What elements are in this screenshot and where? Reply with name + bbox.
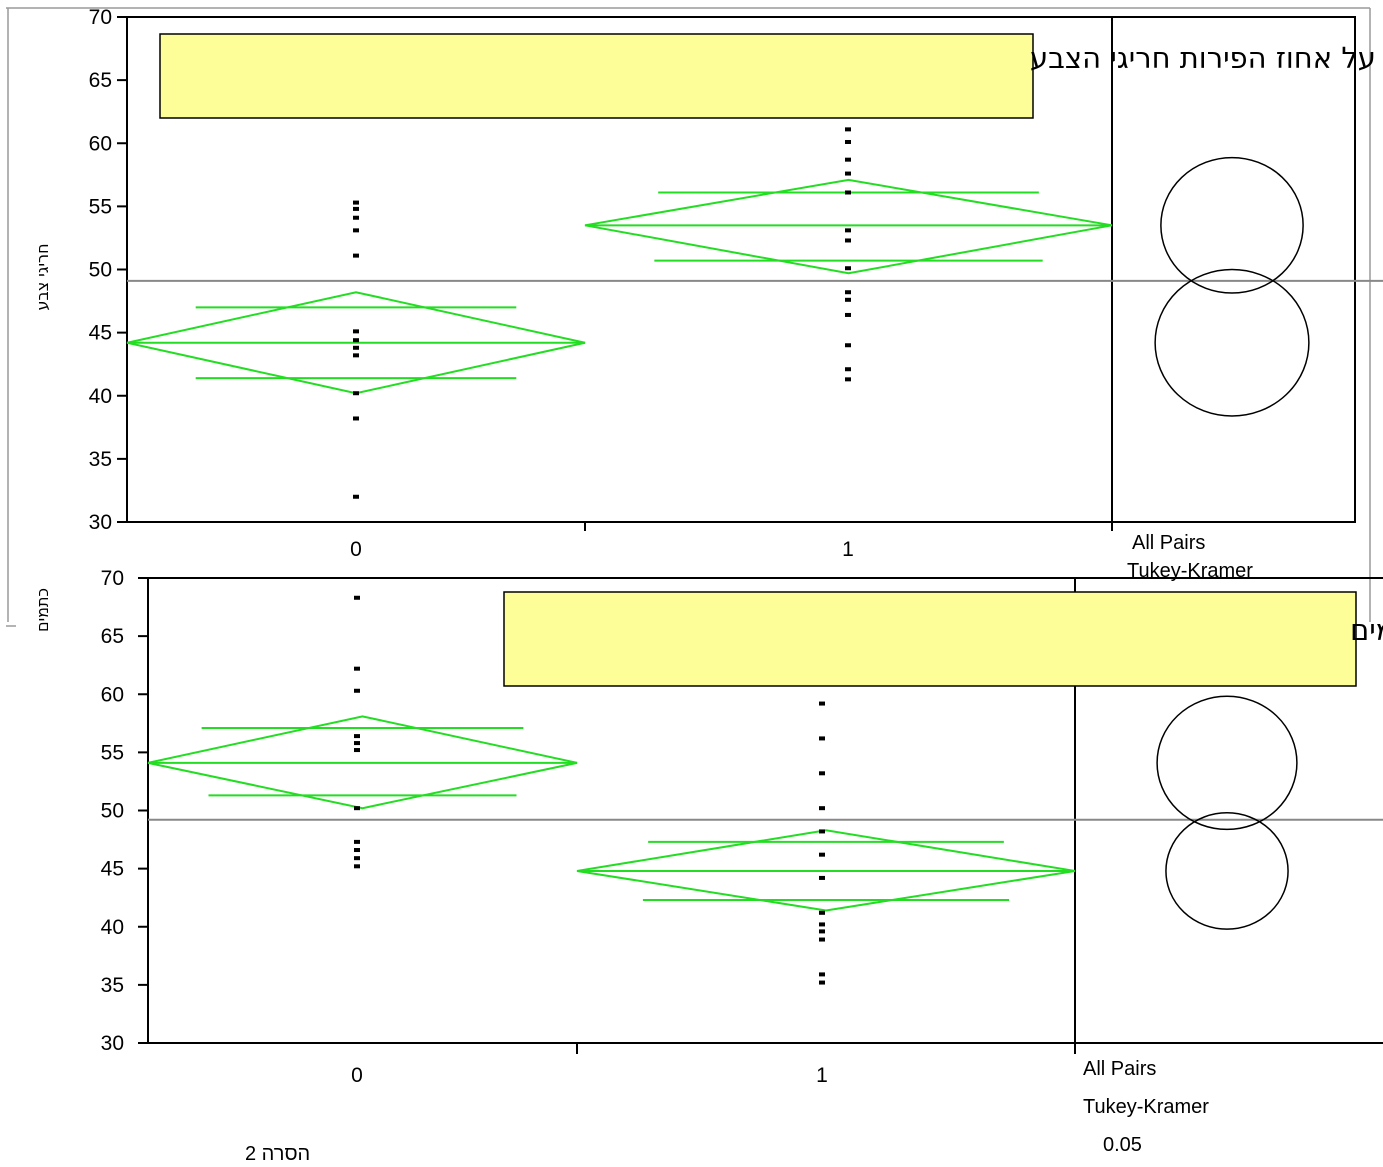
- data-point: [819, 922, 825, 927]
- y-tick-label: 65: [101, 625, 124, 648]
- data-point: [845, 157, 851, 162]
- data-point: [845, 377, 851, 382]
- y-tick-label: 60: [101, 683, 124, 706]
- data-point: [353, 228, 359, 233]
- annotation-box: [503, 591, 1357, 687]
- y-tick-label: 70: [89, 6, 112, 29]
- data-point: [845, 171, 851, 176]
- y-tick-label: 60: [89, 132, 112, 155]
- data-point: [819, 701, 825, 706]
- data-point: [354, 748, 360, 753]
- comparison-label-2: Tukey-Kramer: [1083, 1096, 1209, 1118]
- data-point: [845, 367, 851, 372]
- data-point: [819, 875, 825, 880]
- data-point: [353, 338, 359, 343]
- data-point: [845, 266, 851, 271]
- y-tick-label: 50: [89, 259, 112, 282]
- x-tick-label: 0: [350, 538, 362, 561]
- data-point: [819, 972, 825, 977]
- comparison-label-3: 0.05: [1103, 1134, 1142, 1156]
- data-point: [353, 253, 359, 258]
- y-tick-label: 50: [101, 800, 124, 823]
- data-point: [845, 312, 851, 317]
- data-point: [819, 910, 825, 915]
- footer-label: הסרה 2: [245, 1143, 310, 1165]
- chart-bottom: 30 35 40 45 50 55 60 65 70 0 1 כתמים השפעת ההסרה …: [33, 567, 1383, 1156]
- data-point: [354, 734, 360, 739]
- data-point: [819, 829, 825, 834]
- comparison-label-2: Tukey-Kramer: [1127, 560, 1253, 582]
- y-tick-label: 35: [101, 974, 124, 997]
- annotation-box: [159, 33, 1034, 119]
- x-tick-label: 1: [842, 538, 854, 561]
- comparison-circle: [1154, 268, 1310, 417]
- annotation-text: השפעת תוספת השלישים במועד 2 על אחוז הפיר…: [1030, 41, 1383, 75]
- data-point: [845, 190, 851, 195]
- data-point: [845, 290, 851, 295]
- annotation-text: השפעת ההסרה השנייה על אחוז הפירות התומים: [1350, 613, 1383, 647]
- data-point: [354, 848, 360, 853]
- data-point: [354, 839, 360, 844]
- data-point: [819, 929, 825, 934]
- data-point: [819, 771, 825, 776]
- y-tick-label: 70: [101, 567, 124, 590]
- data-point: [845, 297, 851, 302]
- data-point: [354, 864, 360, 869]
- y-tick-label: 45: [89, 322, 112, 345]
- y-axis-label: כתמים: [33, 588, 52, 632]
- x-tick-label: 1: [816, 1064, 828, 1087]
- y-tick-label: 30: [101, 1032, 124, 1055]
- y-tick-label: 65: [89, 69, 112, 92]
- data-point: [845, 228, 851, 233]
- data-point: [354, 595, 360, 600]
- y-tick-label: 45: [101, 858, 124, 881]
- comparison-label-1: All Pairs: [1083, 1058, 1156, 1080]
- y-tick-label: 40: [89, 385, 112, 408]
- data-point: [353, 215, 359, 220]
- y-tick-label: 55: [101, 741, 124, 764]
- data-point: [353, 345, 359, 350]
- data-point: [845, 343, 851, 348]
- data-point: [354, 666, 360, 671]
- data-point: [819, 937, 825, 942]
- chart-top: 30 35 40 45 50 55 60 65 70 0 1 חריגי צבע השפעת תו…: [6, 6, 1383, 627]
- data-point: [819, 736, 825, 741]
- data-point: [845, 139, 851, 144]
- y-tick-label: 40: [101, 916, 124, 939]
- y-tick-label: 35: [89, 448, 112, 471]
- data-point: [354, 741, 360, 746]
- data-point: [354, 856, 360, 861]
- data-point: [845, 238, 851, 243]
- data-point: [353, 494, 359, 499]
- data-point: [353, 329, 359, 334]
- data-point: [819, 806, 825, 811]
- comparison-circle: [1160, 156, 1304, 294]
- y-tick-label: 55: [89, 195, 112, 218]
- data-point: [819, 852, 825, 857]
- x-tick-label: 0: [351, 1064, 363, 1087]
- data-point: [819, 980, 825, 985]
- y-tick-label: 30: [89, 511, 112, 534]
- data-point: [354, 806, 360, 811]
- comparison-circle: [1165, 812, 1289, 930]
- data-point: [353, 206, 359, 211]
- comparison-label-1: All Pairs: [1132, 532, 1205, 554]
- data-point: [353, 353, 359, 358]
- y-axis-label: חריגי צבע: [33, 243, 52, 310]
- data-point: [353, 200, 359, 205]
- data-point: [353, 416, 359, 421]
- data-point: [354, 688, 360, 693]
- comparison-circle: [1156, 695, 1298, 831]
- data-point: [845, 127, 851, 132]
- data-point: [353, 391, 359, 396]
